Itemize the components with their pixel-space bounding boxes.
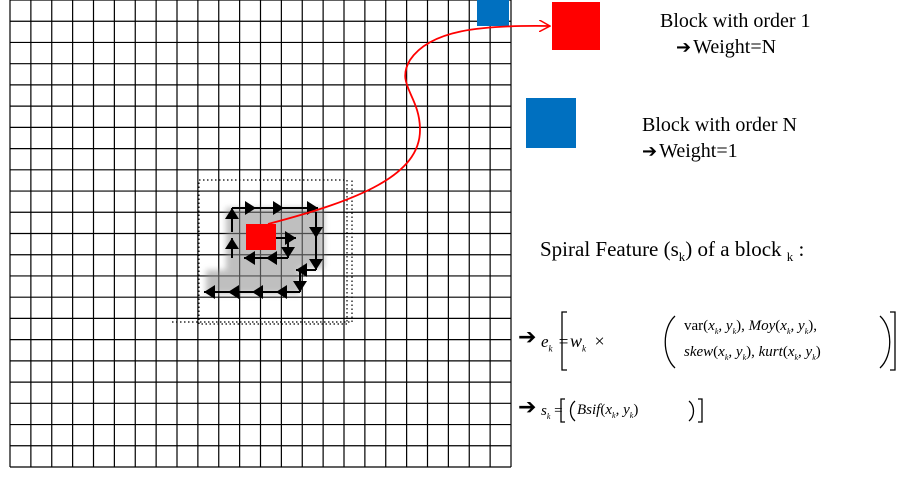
block-order-1-marker <box>246 224 276 250</box>
s-sub: k <box>546 412 551 421</box>
times-symbol: × <box>594 331 605 351</box>
legend-order-1-weight-text: Weight=N <box>693 36 777 58</box>
legend-order-1-title: Block with order 1 <box>660 10 811 32</box>
spiral-arrowhead <box>309 227 323 238</box>
spiral-shadow <box>206 208 324 294</box>
s-formula-rhs: Bsif(xk, yk) <box>577 402 639 420</box>
legend-order-n-title: Block with order N <box>642 114 797 136</box>
formula-heading: Spiral Feature (sk) of a block k : <box>540 236 804 270</box>
neighbourhood-window-lower <box>172 180 353 323</box>
spiral-arrowhead <box>296 263 307 277</box>
e-formula-row-1: var(xk, yk), Moy(xk, yk), <box>684 318 817 336</box>
right-arrow-icon: ➔ <box>642 141 658 162</box>
link-curve <box>267 26 549 225</box>
spiral-arrowhead <box>309 259 323 270</box>
right-arrow-icon: ➔ <box>518 325 537 350</box>
legend-order-n-weight-text: Weight=1 <box>659 140 738 162</box>
s-formula-brackets <box>560 398 703 423</box>
w-symbol: w <box>570 331 583 351</box>
formula-heading-end-sub: k <box>786 249 794 265</box>
e-formula: ➔ <box>518 325 538 350</box>
e-symbol: e <box>541 332 549 351</box>
block-order-n-marker <box>477 0 509 26</box>
spiral-arrowhead <box>245 201 256 215</box>
legend-order-n-weight: ➔ Weight=1 <box>642 138 738 165</box>
w-sub: k <box>582 343 587 354</box>
legend-order-1-weight: ➔ Weight=N <box>676 34 776 61</box>
neighbourhood-window-outer <box>198 179 348 325</box>
legend-swatch-order-n <box>526 98 576 148</box>
legend-swatch-order-1 <box>552 2 600 50</box>
e-sub: k <box>548 343 553 354</box>
s-formula: ➔ <box>518 395 538 420</box>
spiral-arrowhead <box>252 285 263 299</box>
spiral-arrowhead <box>266 251 277 265</box>
spiral-path <box>204 201 323 299</box>
e-formula-weight: wk × <box>570 331 605 354</box>
spiral-arrowhead <box>228 285 239 299</box>
spiral-arrowhead <box>204 285 215 299</box>
spiral-arrowhead <box>225 238 239 249</box>
right-arrow-icon: ➔ <box>676 37 692 58</box>
formula-heading-colon: : <box>798 237 805 261</box>
e-formula-lhs: ek = <box>541 332 569 354</box>
s-formula-lhs: sk = <box>541 403 563 421</box>
spiral-arrowhead <box>244 251 255 265</box>
e-formula-brackets <box>561 311 896 371</box>
spiral-arrowhead <box>293 281 307 292</box>
spiral-arrowhead <box>276 285 287 299</box>
right-arrow-icon: ➔ <box>518 395 537 420</box>
e-formula-row-2: skew(xk, yk), kurt(xk, yk) <box>684 344 821 362</box>
s-symbol: s <box>541 403 547 419</box>
formula-heading-mid: ) of a block <box>685 237 782 261</box>
spiral-arrowhead <box>273 201 284 215</box>
spiral-arrowhead <box>225 208 239 219</box>
formula-heading-sub: k <box>678 249 686 265</box>
formula-heading-text: Spiral Feature (s <box>540 237 679 261</box>
spiral-arrowhead <box>281 247 295 258</box>
